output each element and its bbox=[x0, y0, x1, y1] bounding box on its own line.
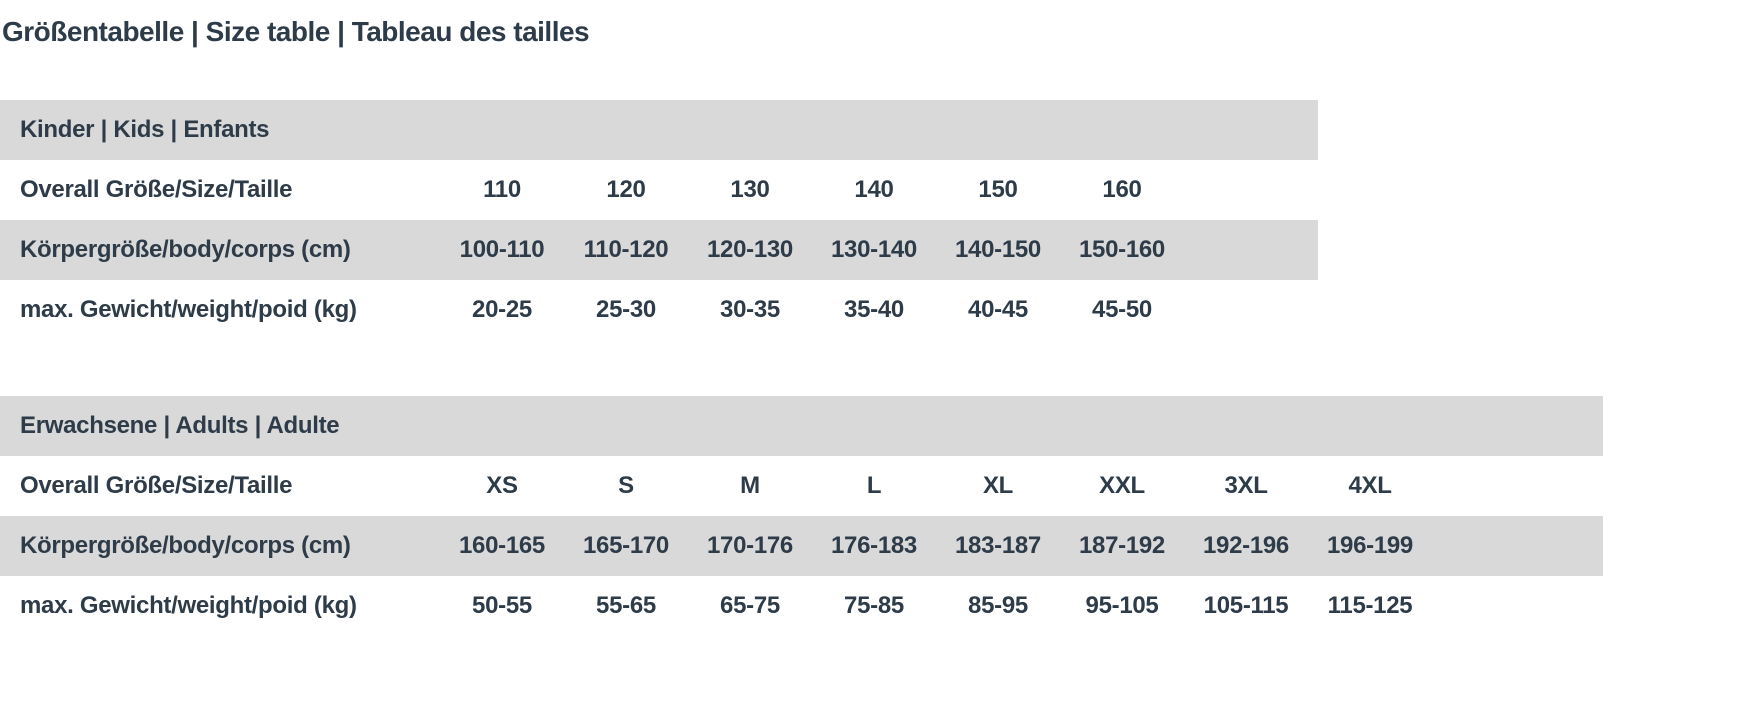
size-value-cell: 170-176 bbox=[688, 516, 812, 576]
table-row: Overall Größe/Size/Taille XS S M L XL XXL 3XL 4X… bbox=[0, 456, 1603, 516]
adults-size-table: Overall Größe/Size/Taille XS S M L XL XXL 3XL 4X… bbox=[0, 456, 1603, 636]
size-value-cell: 150 bbox=[978, 176, 1018, 203]
size-value-cell: 35-40 bbox=[844, 296, 904, 323]
row-label: Overall Größe/Size/Taille bbox=[20, 472, 293, 499]
size-value-cell: 85-95 bbox=[968, 592, 1028, 619]
size-value-cell: 110-120 bbox=[564, 220, 688, 280]
size-value-cell: 160-165 bbox=[440, 516, 564, 576]
size-value-cell: 30-35 bbox=[720, 296, 780, 323]
size-value-cell: 110 bbox=[483, 176, 521, 203]
size-value-cell: 130 bbox=[730, 176, 770, 203]
spacer-cell bbox=[1184, 160, 1318, 220]
size-value-cell: 192-196 bbox=[1184, 516, 1308, 576]
size-value-cell: 165-170 bbox=[564, 516, 688, 576]
page-title: Größentabelle | Size table | Tableau des… bbox=[2, 16, 590, 47]
size-value-cell: 140 bbox=[854, 176, 894, 203]
size-value-cell: 55-65 bbox=[596, 592, 656, 619]
spacer-cell bbox=[1432, 456, 1603, 516]
table-row: max. Gewicht/weight/poid (kg) 50-55 55-65 6… bbox=[0, 576, 1603, 636]
table-row: max. Gewicht/weight/poid (kg) 20-25 25-30 3… bbox=[0, 280, 1318, 340]
section-header-adults: Erwachsene | Adults | Adulte bbox=[0, 396, 1603, 456]
table-row: Körpergröße/body/corps (cm) 160-165 165-17… bbox=[0, 516, 1603, 576]
size-value-cell: 115-125 bbox=[1327, 592, 1413, 619]
spacer-cell bbox=[1432, 576, 1603, 636]
table-row: Körpergröße/body/corps (cm) 100-110 110-12… bbox=[0, 220, 1318, 280]
row-label: max. Gewicht/weight/poid (kg) bbox=[20, 592, 357, 619]
size-value-cell: 100-110 bbox=[440, 220, 564, 280]
spacer-cell bbox=[1184, 280, 1318, 340]
size-value-cell: 183-187 bbox=[936, 516, 1060, 576]
size-value-cell: XS bbox=[486, 472, 518, 499]
size-value-cell: 40-45 bbox=[968, 296, 1028, 323]
size-value-cell: 45-50 bbox=[1092, 296, 1152, 323]
size-value-cell: 25-30 bbox=[596, 296, 656, 323]
table-row: Overall Größe/Size/Taille 110 120 130 140 150… bbox=[0, 160, 1318, 220]
size-value-cell: M bbox=[740, 472, 760, 499]
size-table-adults: Erwachsene | Adults | Adulte Overall Grö… bbox=[0, 396, 1754, 636]
size-value-cell: 105-115 bbox=[1203, 592, 1289, 619]
size-value-cell: 176-183 bbox=[812, 516, 936, 576]
size-value-cell: L bbox=[866, 472, 882, 499]
size-value-cell: 140-150 bbox=[936, 220, 1060, 280]
size-value-cell: XXL bbox=[1099, 472, 1145, 499]
size-value-cell: 150-160 bbox=[1060, 220, 1184, 280]
size-value-cell: 95-105 bbox=[1085, 592, 1159, 619]
section-header-kids: Kinder | Kids | Enfants bbox=[0, 100, 1318, 160]
kids-size-table: Overall Größe/Size/Taille 110 120 130 140 150… bbox=[0, 160, 1318, 340]
row-label: Körpergröße/body/corps (cm) bbox=[0, 516, 440, 576]
size-value-cell: 196-199 bbox=[1308, 516, 1432, 576]
size-value-cell: 4XL bbox=[1348, 472, 1392, 499]
size-value-cell: 50-55 bbox=[472, 592, 532, 619]
spacer-cell bbox=[1432, 516, 1603, 576]
size-value-cell: 130-140 bbox=[812, 220, 936, 280]
size-value-cell: 20-25 bbox=[472, 296, 532, 323]
size-value-cell: XL bbox=[982, 472, 1014, 499]
size-value-cell: 160 bbox=[1102, 176, 1142, 203]
spacer-cell bbox=[1184, 220, 1318, 280]
size-value-cell: 120 bbox=[606, 176, 646, 203]
size-value-cell: S bbox=[618, 472, 634, 499]
row-label: Körpergröße/body/corps (cm) bbox=[0, 220, 440, 280]
row-label: Overall Größe/Size/Taille bbox=[20, 176, 293, 203]
size-value-cell: 65-75 bbox=[720, 592, 780, 619]
size-value-cell: 75-85 bbox=[844, 592, 904, 619]
size-value-cell: 3XL bbox=[1224, 472, 1268, 499]
row-label: max. Gewicht/weight/poid (kg) bbox=[20, 296, 357, 323]
size-value-cell: 120-130 bbox=[688, 220, 812, 280]
size-value-cell: 187-192 bbox=[1060, 516, 1184, 576]
size-table-kids: Kinder | Kids | Enfants Overall Größe/Si… bbox=[0, 100, 1754, 340]
